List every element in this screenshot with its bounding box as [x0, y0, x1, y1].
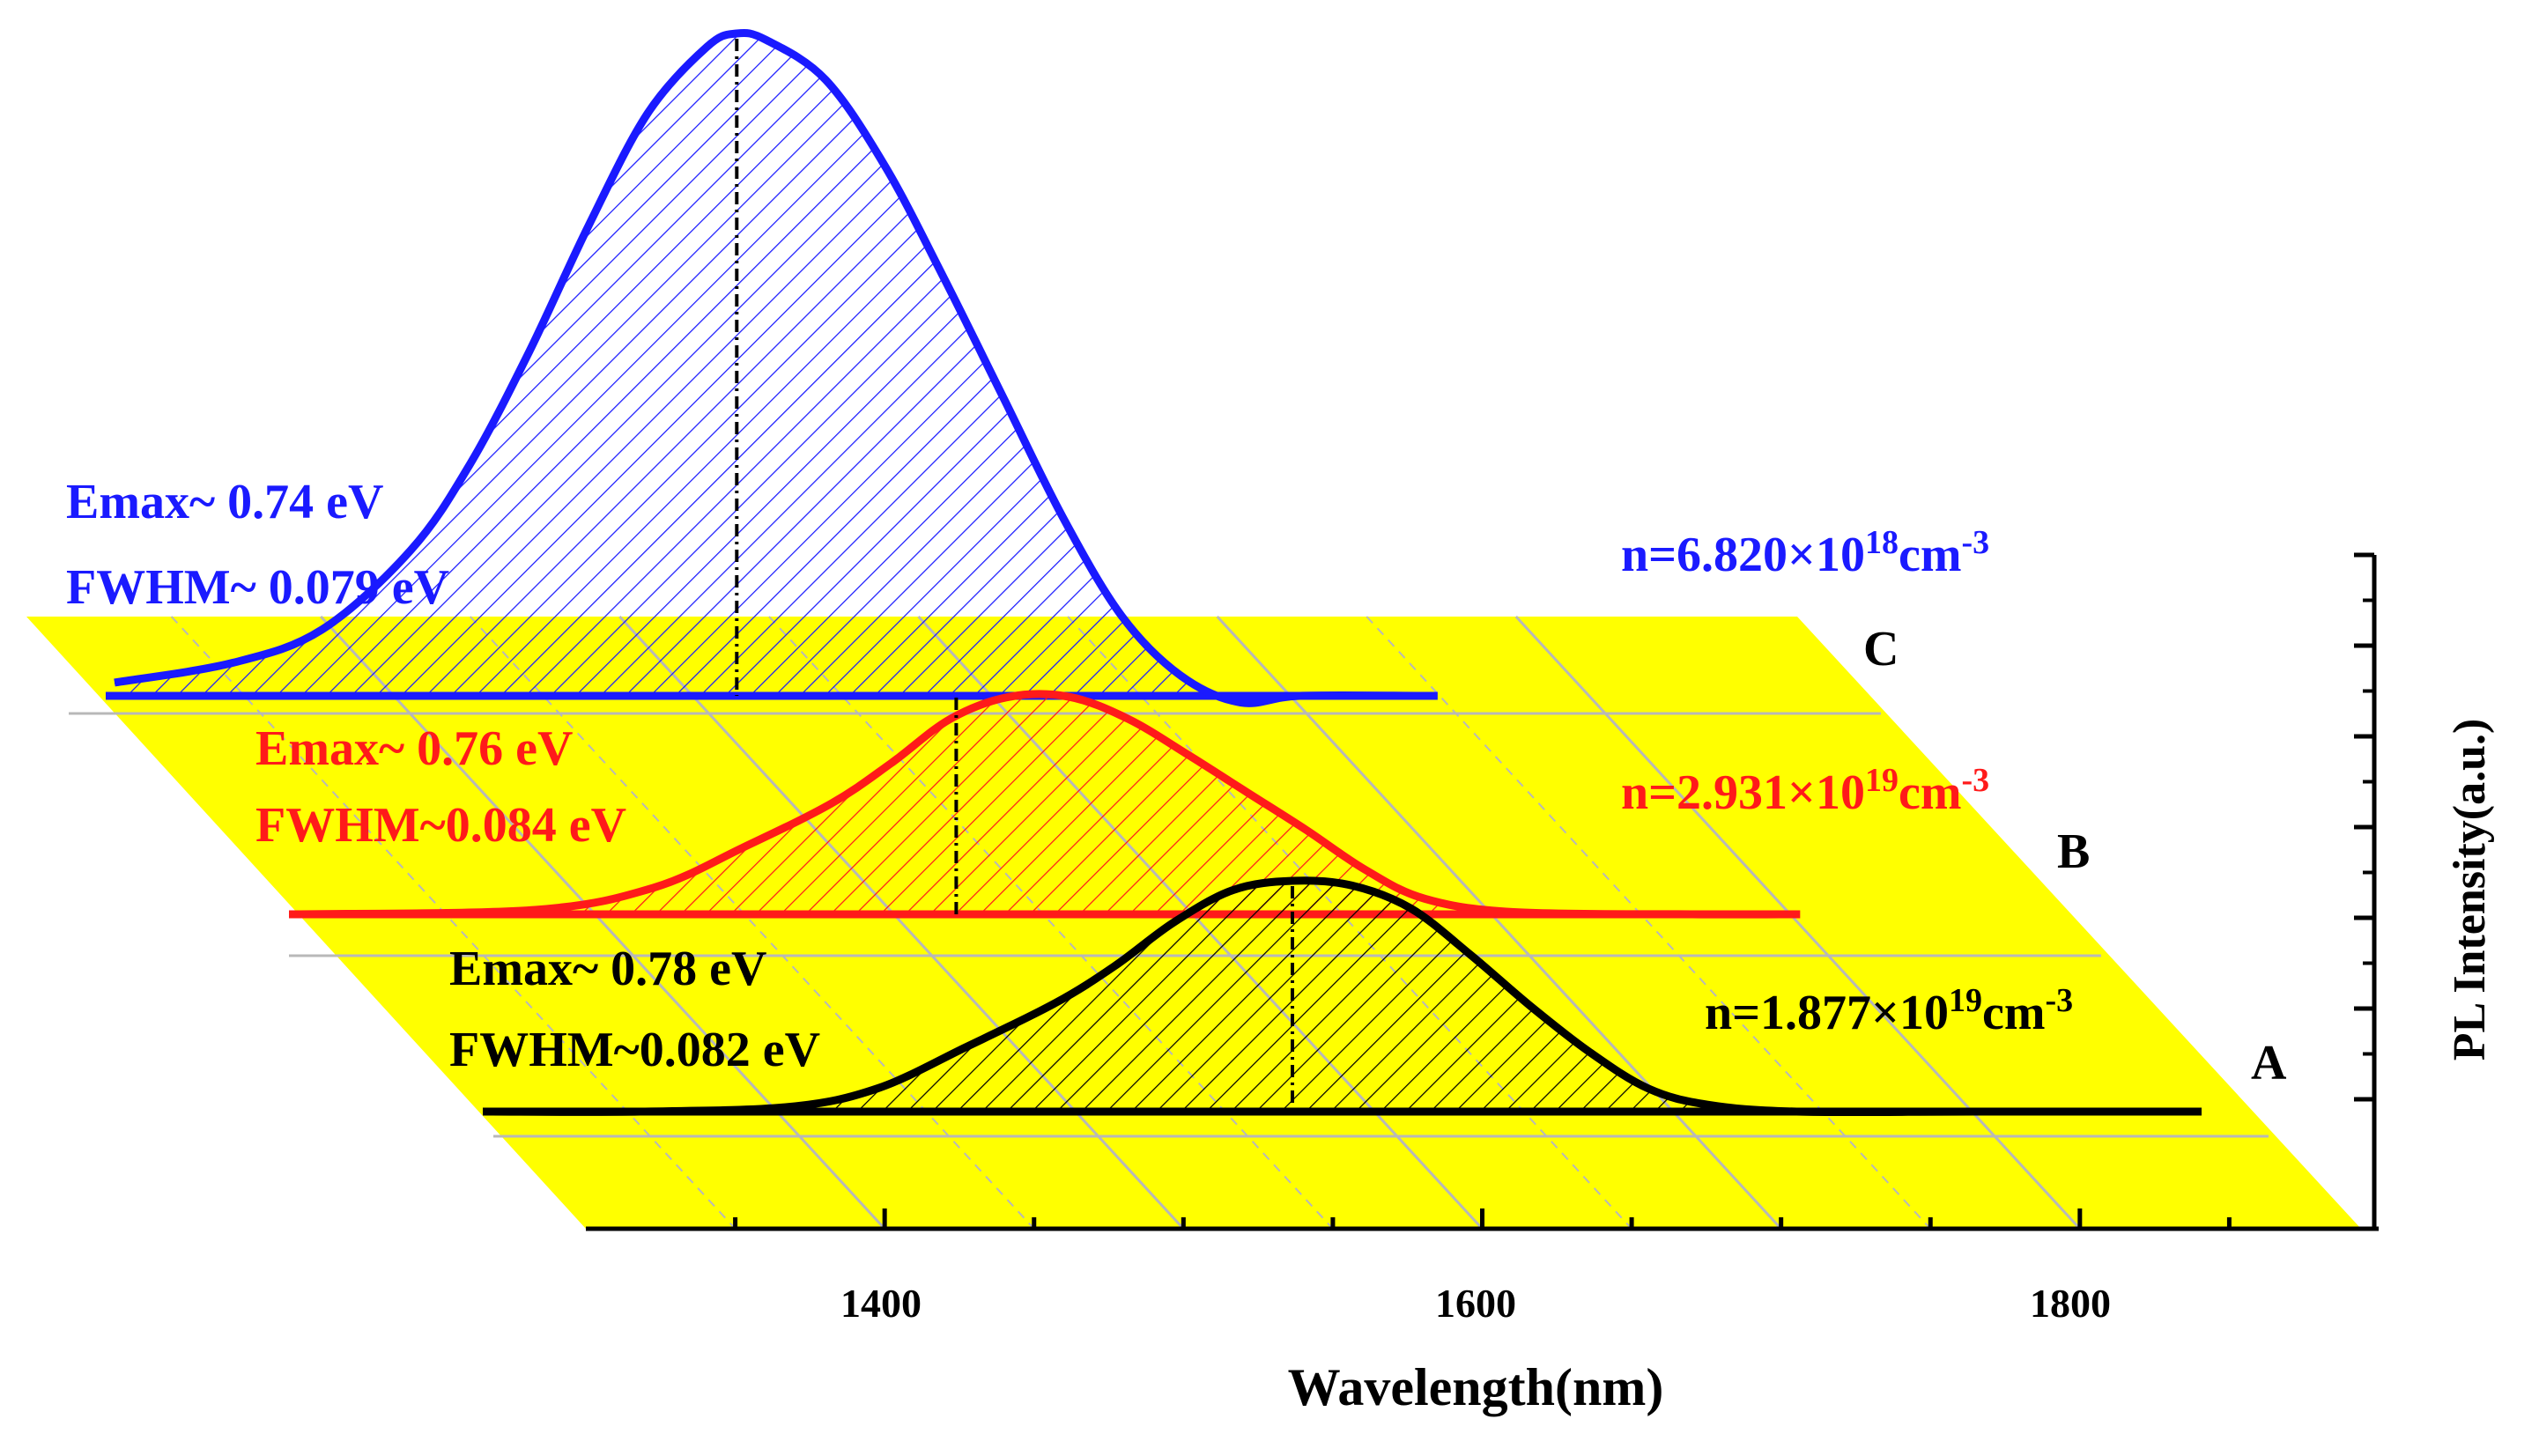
grid-line-minor — [470, 616, 1035, 1230]
series-B-density-exp: 19 — [1865, 762, 1899, 799]
series-A-fwhm: FWHM~0.082 eV — [449, 1023, 820, 1077]
series-C-density: n=6.820×1018cm-3 — [1621, 524, 1989, 582]
series-C-fill — [115, 33, 1418, 704]
x-tick-label-1400: 1400 — [840, 1281, 922, 1326]
series-A: A Emax~ 0.78 eV FWHM~0.082 eV n=1.877×10… — [449, 876, 2287, 1117]
grid-line — [618, 615, 1185, 1231]
series-B-density-base: n=2.931×10 — [1621, 765, 1865, 820]
grid-line-minor — [1366, 616, 1931, 1230]
series-A-emax: Emax~ 0.78 eV — [449, 942, 766, 996]
y-axis: PL Intensity(a.u.) — [2354, 552, 2495, 1229]
series-C-density-base: n=6.820×10 — [1621, 528, 1865, 582]
series-B-fwhm: FWHM~0.084 eV — [255, 798, 626, 853]
grid-line-minor — [170, 616, 737, 1230]
series-C-emax: Emax~ 0.74 eV — [66, 475, 383, 529]
series-C-density-unit-exp: -3 — [1961, 524, 1989, 561]
series-C-name: C — [1863, 622, 1899, 676]
series-B-density: n=2.931×1019cm-3 — [1621, 762, 1989, 820]
x-axis: 1400 1600 1800 Wavelength(nm) — [586, 1208, 2379, 1416]
series-B-density-unit: cm — [1899, 765, 1962, 820]
grid-line-minor — [768, 616, 1334, 1230]
series-A-name: A — [2251, 1036, 2287, 1090]
x-tick-label-1800: 1800 — [2030, 1281, 2111, 1326]
series-B-fill — [298, 693, 1781, 915]
series-C-fwhm: FWHM~ 0.079 eV — [66, 560, 449, 615]
series-C-density-unit: cm — [1899, 528, 1962, 582]
series-C-curve — [114, 28, 1418, 707]
series-B-curve — [297, 690, 1781, 919]
y-axis-label: PL Intensity(a.u.) — [2445, 719, 2495, 1061]
series-A-density-base: n=1.877×10 — [1705, 986, 1949, 1040]
series-A-density-unit-exp: -3 — [2045, 982, 2073, 1019]
series-B-emax: Emax~ 0.76 eV — [255, 721, 573, 776]
y-tick-marks — [2354, 552, 2374, 1102]
grid-line — [320, 615, 886, 1231]
x-axis-label: Wavelength(nm) — [1288, 1358, 1664, 1416]
series-B-density-unit-exp: -3 — [1961, 762, 1989, 799]
series-B: B Emax~ 0.76 eV FWHM~0.084 eV n=2.931×10… — [255, 690, 2090, 919]
series-A-curve — [491, 876, 2182, 1117]
grid-line — [1216, 615, 1782, 1231]
series-B-name: B — [2057, 824, 2090, 879]
series-A-fill — [492, 880, 2182, 1112]
grid-line — [1514, 615, 2081, 1231]
series-C: C Emax~ 0.74 eV FWHM~ 0.079 eV n=6.820×1… — [66, 28, 1989, 707]
series-A-density-unit: cm — [1982, 986, 2046, 1040]
series-A-density: n=1.877×1019cm-3 — [1705, 982, 2073, 1040]
series-A-density-exp: 19 — [1949, 982, 1982, 1019]
x-tick-marks — [733, 1208, 2232, 1229]
x-tick-label-1600: 1600 — [1435, 1281, 1516, 1326]
series-C-density-exp: 18 — [1865, 524, 1899, 561]
